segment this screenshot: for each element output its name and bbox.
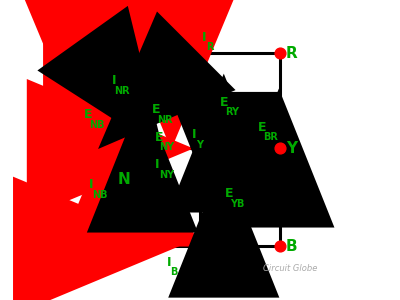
- Text: NR: NR: [157, 115, 173, 125]
- Text: I: I: [111, 74, 116, 87]
- Text: E: E: [152, 103, 160, 116]
- Text: B: B: [170, 267, 178, 278]
- Text: I: I: [202, 31, 206, 44]
- Text: E: E: [258, 121, 266, 134]
- Text: B: B: [286, 238, 297, 253]
- Text: BR: BR: [263, 132, 278, 142]
- Text: I: I: [166, 256, 171, 269]
- Point: [277, 146, 283, 151]
- Text: R: R: [286, 46, 297, 61]
- Text: Y: Y: [286, 141, 297, 156]
- Text: NB: NB: [92, 190, 108, 200]
- Text: E: E: [224, 187, 233, 200]
- Text: RY: RY: [225, 107, 239, 117]
- Point: [277, 51, 283, 56]
- Text: NB: NB: [90, 120, 105, 130]
- Text: NY: NY: [159, 142, 174, 152]
- Text: I: I: [89, 178, 93, 191]
- Text: Y: Y: [196, 140, 203, 150]
- Text: NY: NY: [159, 170, 174, 180]
- Text: N: N: [117, 172, 130, 187]
- Point: [277, 244, 283, 248]
- Text: R: R: [206, 42, 214, 52]
- Text: E: E: [84, 108, 93, 121]
- Text: E: E: [220, 96, 228, 109]
- Text: E: E: [154, 131, 163, 144]
- Text: I: I: [192, 128, 196, 141]
- Text: Circuit Globe: Circuit Globe: [263, 264, 318, 273]
- Text: NR: NR: [114, 86, 130, 96]
- Text: I: I: [155, 158, 160, 171]
- Text: YB: YB: [230, 199, 244, 208]
